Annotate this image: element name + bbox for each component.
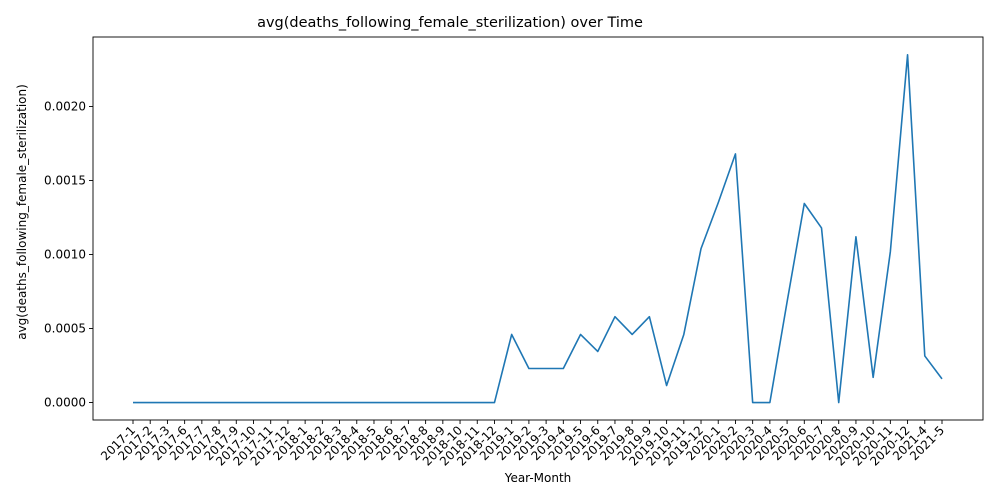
y-tick-label: 0.0010 (44, 248, 86, 262)
series-line (133, 53, 943, 404)
y-axis-label: avg(deaths_following_female_sterilizatio… (15, 84, 29, 340)
chart-title: avg(deaths_following_female_sterilizatio… (257, 15, 643, 31)
y-tick-label: 0.0015 (44, 174, 86, 188)
plot-area: 0.00000.00050.00100.00150.00202017-12017… (44, 36, 984, 469)
plot-frame (92, 36, 984, 421)
y-tick-label: 0.0000 (44, 396, 86, 410)
x-axis-label: Year-Month (504, 471, 572, 485)
y-tick-label: 0.0005 (44, 322, 86, 336)
y-tick-label: 0.0020 (44, 100, 86, 114)
